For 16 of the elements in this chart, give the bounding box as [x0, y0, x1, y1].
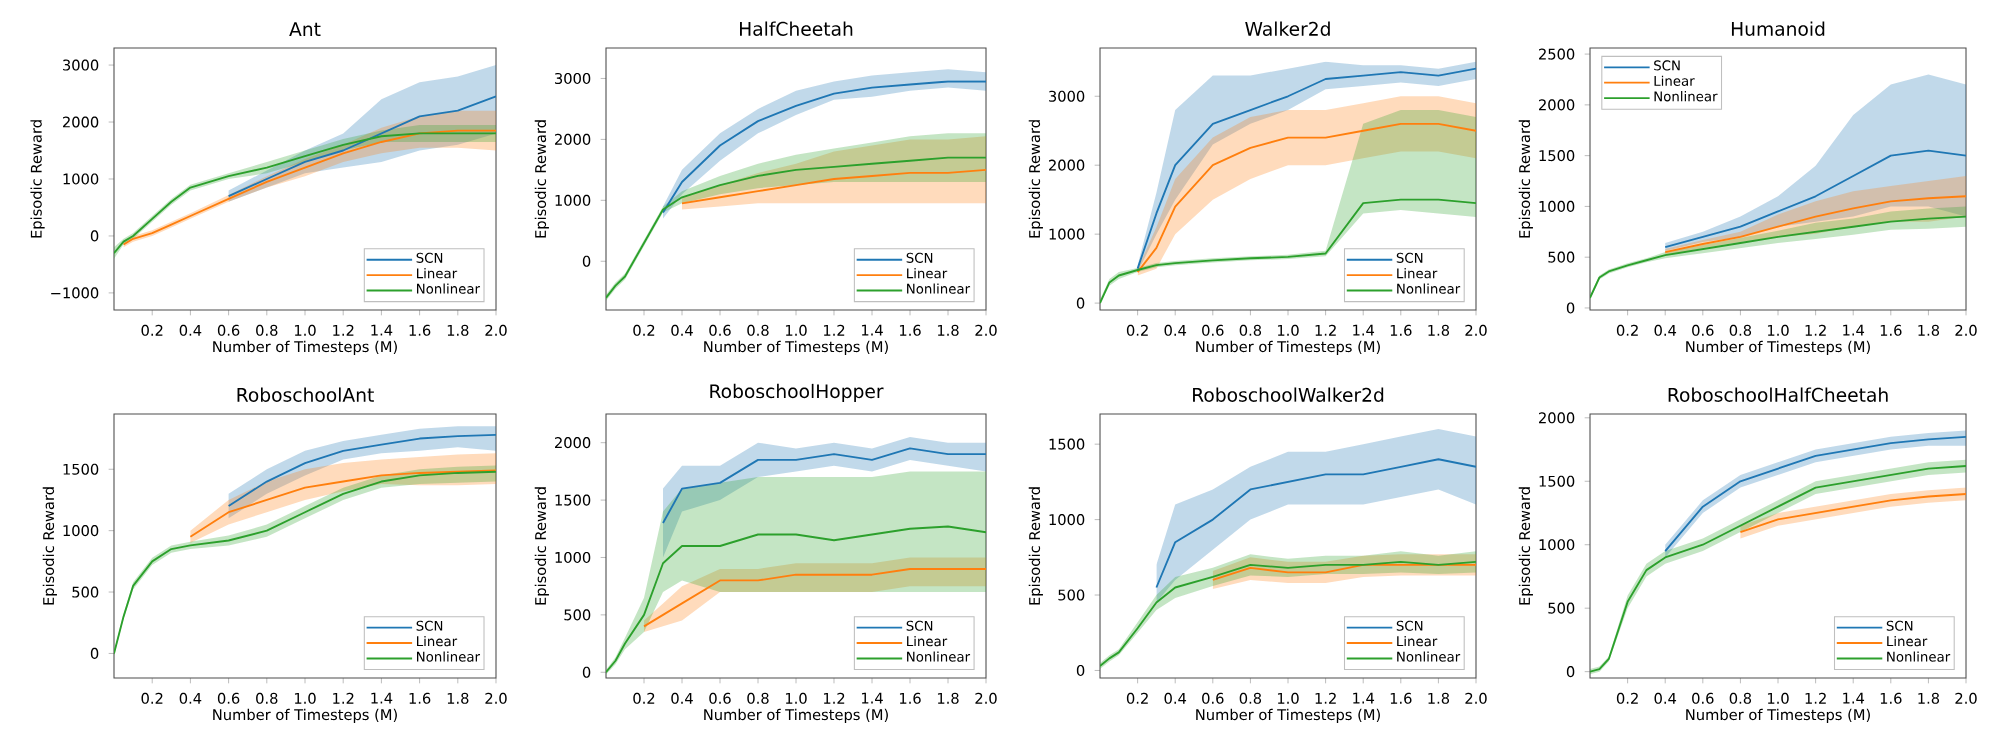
- chart-title: RoboschoolWalker2d: [1193, 387, 1384, 402]
- chart-title: RoboschoolHalfCheetah: [1668, 387, 1888, 402]
- line-series: [1664, 195, 1967, 254]
- chart-title: RoboschoolHopper: [710, 383, 884, 402]
- line-series: [189, 469, 496, 538]
- line-series: [662, 447, 986, 524]
- line-series: [1664, 149, 1967, 248]
- chart-title: Ant: [289, 22, 321, 36]
- line-series: [227, 433, 496, 508]
- chart-title: Humanoid: [1731, 21, 1825, 36]
- chart-title: Walker2d: [1245, 21, 1330, 36]
- line-series: [1100, 198, 1476, 305]
- chart-title: RoboschoolAnt: [237, 387, 374, 402]
- chart-title: HalfCheetah: [740, 21, 853, 36]
- line-series: [606, 525, 986, 674]
- line-series: [681, 168, 986, 205]
